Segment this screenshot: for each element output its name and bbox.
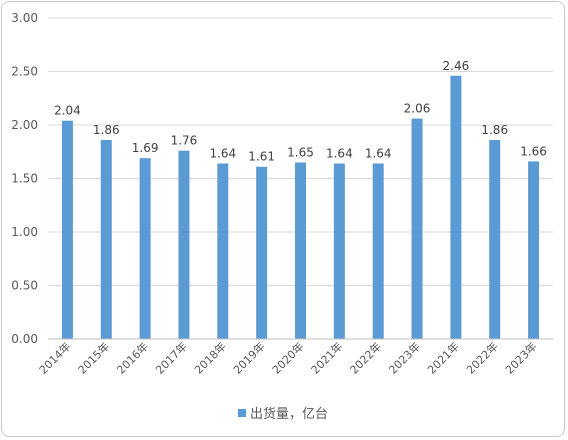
x-tick-label: 2018年 [191,339,228,376]
bar [178,150,190,339]
y-tick-label: 0.00 [11,332,38,346]
gridlines [48,17,553,286]
data-label: 1.64 [326,147,353,161]
y-axis-ticks: 0.00 0.50 1.00 1.50 2.00 2.50 3.00 [11,11,38,346]
x-tick-label: 2016年 [114,339,151,376]
bar [61,120,73,339]
y-tick-label: 0.50 [11,279,38,293]
bar [411,118,423,339]
x-tick-label: 2020年 [269,339,306,376]
bar [528,161,540,339]
watermark: 搜狐号@中金企信国际咨询 [368,413,548,431]
bar [139,158,151,339]
data-label: 2.46 [443,59,470,73]
data-label: 1.76 [171,134,198,148]
x-tick-label: 2023年 [386,339,423,376]
x-axis-ticks: 2014年 2015年 2016年 2017年 2018年 2019年 2020年 2021年… [36,339,540,376]
bar [450,75,462,339]
x-tick-label: 2022年 [347,339,384,376]
data-label: 2.06 [404,102,431,116]
data-label: 2.04 [54,104,81,118]
data-label: 1.69 [132,141,159,155]
legend-label: 出货量，亿台 [250,406,328,422]
x-tick-label: 2021年 [308,339,345,376]
x-tick-label: 2014年 [36,339,73,376]
bar [100,139,112,339]
bars [61,75,540,339]
y-tick-label: 2.50 [11,65,38,79]
x-tick-label: 2022年 [463,339,500,376]
legend-swatch [238,409,246,417]
bar [256,166,268,339]
data-label: 1.61 [248,150,275,164]
x-tick-label: 2021年 [425,339,462,376]
data-label: 1.64 [209,147,236,161]
y-tick-label: 1.50 [11,172,38,186]
bar [217,163,229,339]
data-label: 1.64 [365,147,392,161]
data-labels: 2.04 1.86 1.69 1.76 1.64 1.61 1.65 1.64 1.64 2.06… [54,59,547,164]
bar [333,163,345,339]
x-tick-label: 2023年 [502,339,539,376]
y-tick-label: 2.00 [11,118,38,132]
data-label: 1.86 [481,123,508,137]
legend: 出货量，亿台 [238,406,328,422]
x-tick-label: 2015年 [75,339,112,376]
bar [295,162,306,339]
data-label: 1.86 [93,123,120,137]
bar [372,163,384,339]
x-tick-label: 2019年 [230,339,267,376]
data-label: 1.65 [287,145,314,159]
data-label: 1.66 [520,144,547,158]
bar [489,139,501,339]
y-tick-label: 1.00 [11,225,38,239]
x-tick-label: 2017年 [153,339,190,376]
y-tick-label: 3.00 [11,11,38,25]
